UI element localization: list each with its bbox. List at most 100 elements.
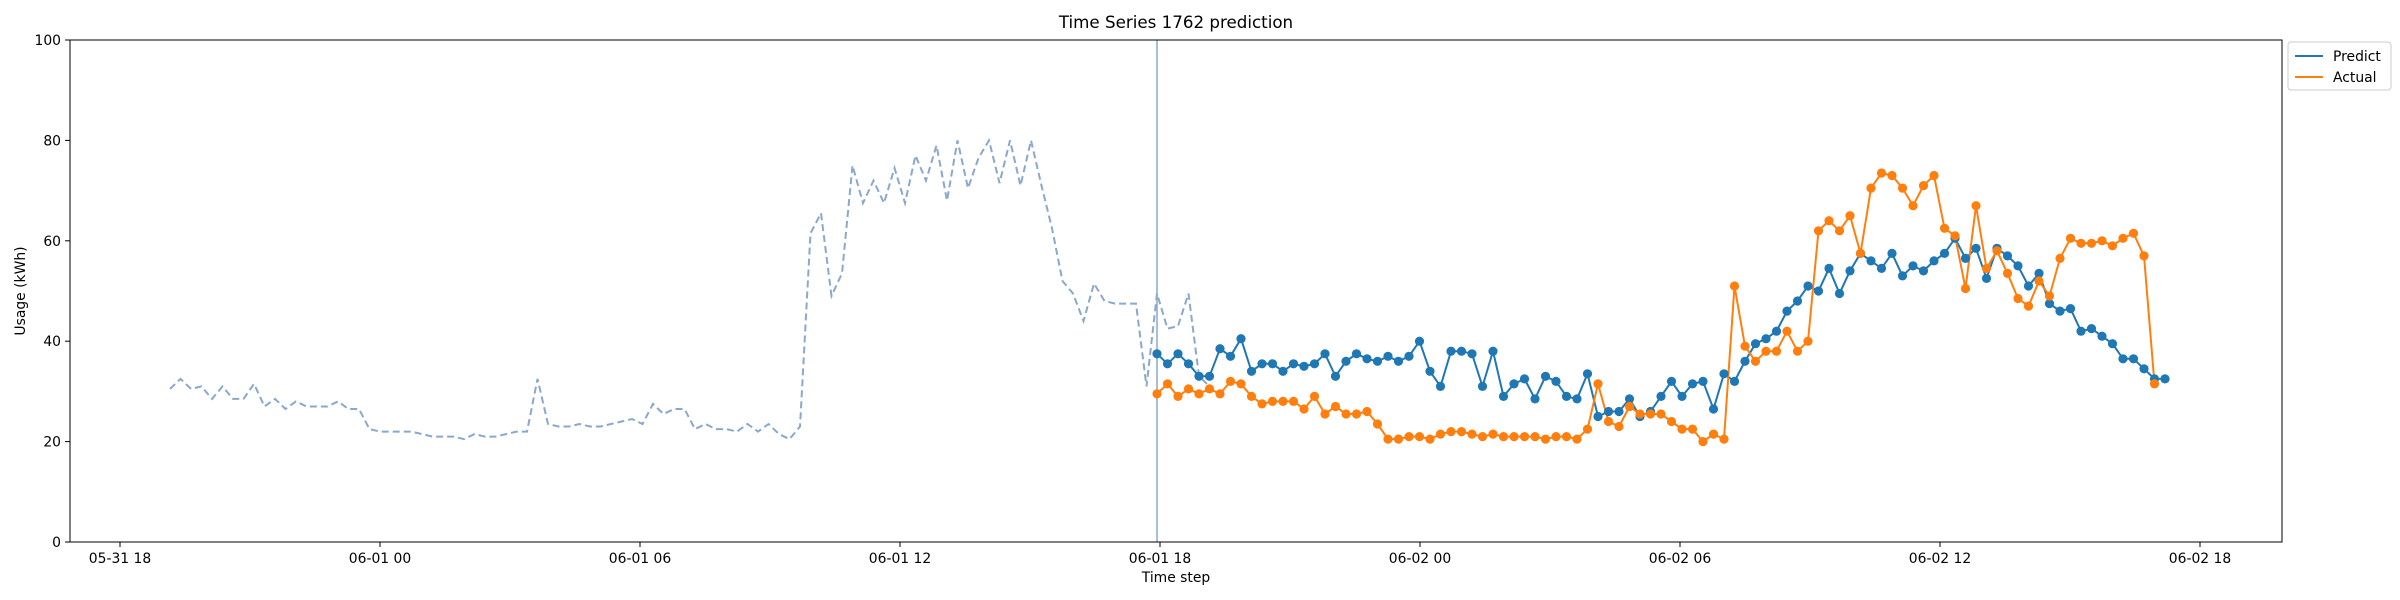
predict-point — [1939, 248, 1950, 258]
predict-point — [1593, 411, 1603, 422]
actual-point — [2097, 236, 2107, 246]
predict-point — [2023, 281, 2034, 291]
actual-point — [1645, 409, 1656, 419]
actual-point — [1876, 168, 1887, 178]
predict-point — [1456, 346, 1467, 356]
predict-point — [1876, 263, 1887, 273]
actual-point — [1267, 396, 1278, 406]
predict-point — [1236, 334, 1246, 344]
predict-point — [1288, 359, 1299, 369]
predict-point — [1792, 296, 1803, 306]
predict-point — [2034, 268, 2044, 278]
actual-point — [1677, 424, 1687, 434]
y-tick-label: 0 — [52, 535, 61, 551]
predict-point — [1614, 406, 1624, 417]
actual-point — [2002, 268, 2013, 278]
actual-point — [2065, 233, 2076, 243]
actual-point — [1236, 379, 1246, 389]
actual-point — [1257, 399, 1267, 409]
actual-point — [1425, 434, 1435, 444]
y-axis-label: Usage (kWh) — [13, 246, 29, 335]
legend-actual-label: Actual — [2333, 70, 2377, 86]
x-tick-label: 06-02 06 — [1649, 551, 1711, 567]
y-tick-label: 40 — [43, 334, 61, 350]
predict-point — [1383, 351, 1393, 361]
predict-point — [1981, 273, 1992, 283]
actual-point — [2034, 276, 2044, 286]
predict-point — [1687, 379, 1698, 389]
predict-point — [2118, 354, 2128, 364]
x-tick-label: 06-01 06 — [609, 551, 671, 567]
actual-point — [1803, 336, 1813, 346]
predict-point — [1425, 366, 1435, 376]
predict-point — [1278, 366, 1288, 376]
predict-point — [1477, 381, 1488, 391]
actual-point — [2149, 379, 2160, 389]
actual-point — [1960, 283, 1971, 294]
plot-frame — [69, 39, 2283, 543]
actual-point — [1561, 432, 1572, 442]
predict-point — [1309, 359, 1320, 369]
predict-point — [1771, 326, 1782, 336]
actual-point — [1194, 389, 1204, 399]
actual-point — [1183, 384, 1194, 394]
x-axis: 05-31 18 06-01 00 06-01 06 06-01 12 06-01 18… — [89, 542, 2231, 567]
predict-point — [1572, 394, 1582, 404]
predict-point — [1897, 271, 1908, 281]
actual-point — [1918, 181, 1929, 191]
predict-point — [2044, 299, 2055, 309]
y-tick-label: 80 — [43, 133, 61, 149]
actual-point — [2076, 238, 2086, 248]
predict-point — [1803, 281, 1813, 291]
actual-point — [1698, 437, 1708, 447]
x-tick-label: 06-01 18 — [1129, 551, 1191, 567]
actual-point — [1782, 326, 1792, 336]
actual-line — [1156, 171, 2156, 443]
actual-point — [1624, 401, 1635, 412]
actual-point — [1278, 396, 1288, 406]
actual-point — [1582, 424, 1593, 434]
predict-point — [1719, 369, 1729, 379]
predict-point — [1540, 371, 1551, 381]
legend: Predict Actual — [2287, 41, 2392, 91]
predict-point — [1498, 391, 1509, 401]
predict-point — [1204, 371, 1215, 381]
predict-point — [1414, 336, 1425, 346]
predict-point — [1656, 391, 1666, 401]
actual-point — [1372, 419, 1383, 429]
actual-point — [1635, 409, 1645, 419]
actual-point — [2044, 291, 2055, 301]
actual-point — [1509, 432, 1519, 442]
actual-point — [1813, 226, 1824, 236]
actual-point — [1393, 434, 1404, 444]
predict-point — [1467, 349, 1477, 359]
y-tick-label: 100 — [34, 33, 61, 49]
predict-point — [1194, 371, 1204, 381]
predict-point — [2065, 304, 2076, 314]
chart-title: Time Series 1762 prediction — [1058, 12, 1293, 32]
actual-point — [1540, 434, 1551, 444]
predict-point — [1372, 356, 1383, 366]
predict-point — [1446, 346, 1456, 356]
actual-point — [1792, 346, 1803, 356]
actual-point — [1750, 356, 1761, 366]
predict-point — [1519, 374, 1530, 384]
predict-point — [1225, 351, 1236, 361]
actual-point — [2128, 228, 2139, 238]
predict-point — [1341, 356, 1351, 366]
predict-point — [1509, 379, 1519, 389]
predict-point — [1435, 381, 1446, 391]
actual-point — [1404, 432, 1414, 442]
predict-point — [2013, 261, 2023, 271]
predict-point — [1677, 391, 1687, 401]
predict-point — [1404, 351, 1414, 361]
predict-point — [1708, 404, 1719, 414]
predict-point — [1698, 376, 1708, 386]
actual-point — [1467, 429, 1477, 439]
predict-point — [1845, 266, 1855, 276]
actual-point — [1498, 432, 1509, 442]
y-axis: 0 20 40 60 80 100 — [34, 33, 70, 551]
predict-point — [1918, 266, 1929, 276]
y-tick-label: 20 — [43, 435, 61, 451]
actual-point — [1866, 183, 1876, 193]
